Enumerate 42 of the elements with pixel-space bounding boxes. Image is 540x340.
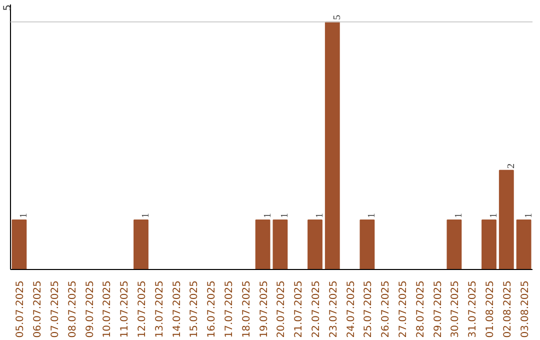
x-tick-label: 03.08.2025 xyxy=(520,280,531,338)
x-tick-label: 26.07.2025 xyxy=(380,280,392,338)
x-tick-label: 31.07.2025 xyxy=(468,280,479,338)
x-tick-label: 13.07.2025 xyxy=(154,280,166,338)
x-tick-label: 24.07.2025 xyxy=(346,280,357,338)
data-label: 1 xyxy=(140,212,152,218)
data-label: 1 xyxy=(523,212,534,218)
data-label: 1 xyxy=(366,212,378,218)
data-label: 1 xyxy=(454,212,465,218)
x-tick-label: 23.07.2025 xyxy=(328,280,340,338)
x-tick-label: 06.07.2025 xyxy=(32,280,44,338)
data-label: 1 xyxy=(314,212,326,218)
data-label: 2 xyxy=(506,163,517,168)
x-tick-label: 18.07.2025 xyxy=(241,280,252,338)
x-tick-label: 07.07.2025 xyxy=(50,280,61,338)
x-tick-label: 05.07.2025 xyxy=(15,280,26,338)
data-label: 1 xyxy=(488,212,500,218)
data-label: 1 xyxy=(18,212,30,218)
x-tick-label: 02.08.2025 xyxy=(502,280,514,338)
data-label: 5 xyxy=(332,14,343,20)
x-tick-label: 12.07.2025 xyxy=(137,280,148,338)
x-tick-label: 17.07.2025 xyxy=(224,280,235,338)
x-tick-label: 08.07.2025 xyxy=(67,280,78,338)
x-tick-label: 01.08.2025 xyxy=(485,280,496,338)
data-label: 1 xyxy=(280,212,291,218)
x-tick-label: 29.07.2025 xyxy=(432,280,444,338)
x-tick-label: 21.07.2025 xyxy=(294,280,305,338)
x-tick-label: 28.07.2025 xyxy=(415,280,426,338)
x-tick-label: 25.07.2025 xyxy=(363,280,374,338)
x-tick-label: 30.07.2025 xyxy=(450,280,462,338)
x-tick-label: 22.07.2025 xyxy=(311,280,322,338)
x-tick-label: 09.07.2025 xyxy=(84,280,96,338)
x-tick-label: 10.07.2025 xyxy=(102,280,114,338)
x-tick-label: 16.07.2025 xyxy=(206,280,218,338)
x-tick-label: 27.07.2025 xyxy=(398,280,409,338)
x-tick-label: 14.07.2025 xyxy=(172,280,183,338)
x-tick-label: 11.07.2025 xyxy=(120,280,131,338)
data-label: 1 xyxy=(262,212,274,218)
x-tick-label: 15.07.2025 xyxy=(189,280,200,338)
x-tick-label: 20.07.2025 xyxy=(276,280,288,338)
text: 5 xyxy=(2,4,14,11)
x-tick-label: 19.07.2025 xyxy=(258,280,270,338)
